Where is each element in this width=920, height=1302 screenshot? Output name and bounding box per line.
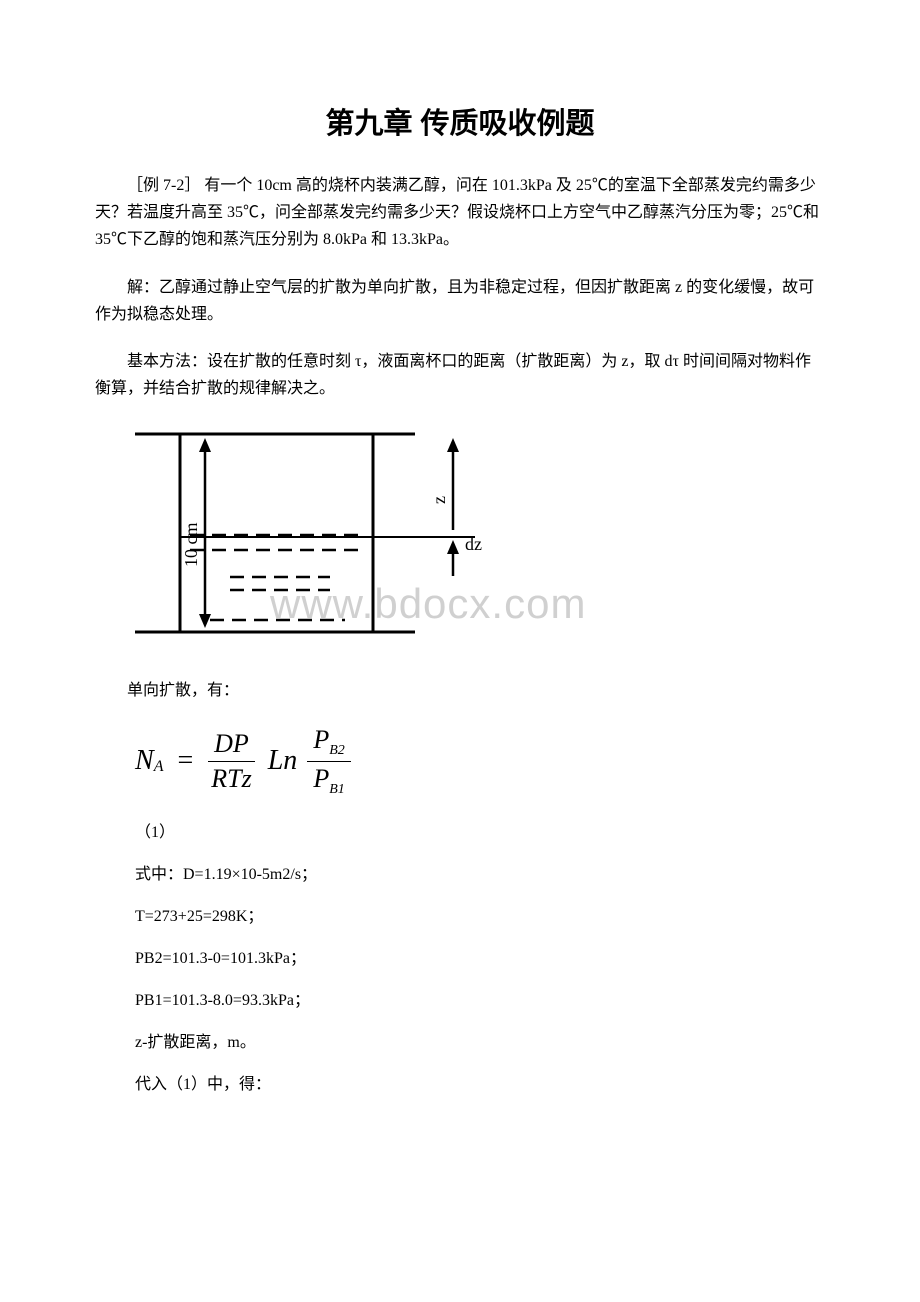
formula-frac2-num: PB2 <box>307 725 350 762</box>
formula-equals: = <box>177 745 193 777</box>
paragraph-problem: ［例 7-2］ 有一个 10cm 高的烧杯内装满乙醇，问在 101.3kPa 及… <box>95 172 825 254</box>
formula-frac1: DP RTz <box>205 729 257 794</box>
data-line-PB2: PB2=101.3-0=101.3kPa； <box>135 944 825 968</box>
svg-text:dz: dz <box>465 534 482 554</box>
formula-sub-A: A <box>154 758 164 776</box>
formula-frac1-num: DP <box>208 729 255 762</box>
svg-text:10 cm: 10 cm <box>181 523 201 568</box>
formula-diffusion: N A = DP RTz Ln PB2 PB1 <box>135 725 825 798</box>
paragraph-method: 基本方法：设在扩散的任意时刻 τ，液面离杯口的距离（扩散距离）为 z，取 dτ … <box>95 348 825 402</box>
svg-text:z: z <box>429 496 449 504</box>
equation-number: （1） <box>135 818 825 842</box>
formula-frac1-den: RTz <box>205 762 257 794</box>
data-line-substitute: 代入（1）中，得： <box>135 1070 825 1094</box>
data-line-PB1: PB1=101.3-8.0=93.3kPa； <box>135 986 825 1010</box>
paragraph-solution-intro: 解：乙醇通过静止空气层的扩散为单向扩散，且为非稳定过程，但因扩散距离 z 的变化… <box>95 274 825 328</box>
formula-N: N <box>135 745 154 777</box>
formula-frac2-den: PB1 <box>307 762 350 798</box>
document-title: 第九章 传质吸收例题 <box>95 100 825 142</box>
beaker-diagram: 10 cm z dz <box>135 422 515 652</box>
data-line-T: T=273+25=298K； <box>135 902 825 926</box>
formula-frac2: PB2 PB1 <box>307 725 350 798</box>
data-line-z: z-扩散距离，m。 <box>135 1028 825 1052</box>
paragraph-diffusion: 单向扩散，有： <box>95 677 825 704</box>
data-line-D: 式中：D=1.19×10-5m2/s； <box>135 860 825 884</box>
formula-ln: Ln <box>268 745 298 777</box>
